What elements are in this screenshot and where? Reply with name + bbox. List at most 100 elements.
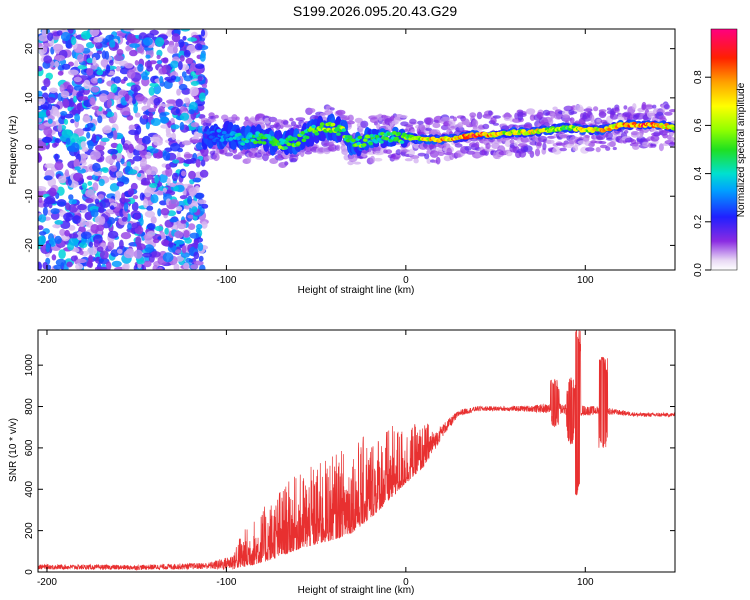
spectrogram-xtick-label: -200 — [37, 275, 57, 286]
noise-blob — [84, 211, 93, 221]
ridge-core — [215, 138, 221, 143]
ridge-halo — [505, 150, 513, 157]
noise-blob — [72, 215, 81, 224]
noise-blob — [193, 251, 200, 260]
noise-blob — [90, 155, 97, 160]
noise-blob — [191, 206, 198, 213]
ridge-halo — [282, 120, 289, 126]
noise-blob — [182, 35, 187, 41]
ridge-halo — [553, 112, 564, 120]
noise-blob — [135, 236, 142, 246]
noise-blob — [193, 260, 204, 266]
noise-blob — [125, 165, 131, 173]
noise-blob — [110, 142, 119, 149]
spectrogram-xtick-label: 100 — [577, 275, 594, 286]
noise-blob — [161, 239, 170, 246]
noise-blob — [189, 101, 198, 111]
noise-blob — [106, 208, 114, 214]
ridge-halo — [583, 108, 593, 112]
noise-blob — [199, 169, 209, 178]
ridge-halo — [534, 148, 541, 157]
noise-blob — [126, 69, 136, 79]
ridge-halo — [335, 144, 341, 151]
noise-blob — [52, 224, 61, 229]
noise-blob — [158, 173, 168, 183]
noise-blob — [38, 117, 42, 123]
noise-blob — [94, 198, 100, 205]
noise-blob — [59, 84, 65, 93]
colorbar-ticks: 0.0 0.2 0.4 0.6 0.8 — [693, 70, 711, 277]
ridge-halo — [417, 152, 426, 157]
noise-blob — [63, 212, 74, 222]
noise-blob — [82, 127, 92, 132]
noise-blob — [178, 83, 188, 91]
noise-blob — [140, 181, 152, 186]
noise-blob — [93, 239, 100, 248]
ridge-halo — [275, 122, 281, 131]
noise-blob — [142, 37, 153, 46]
noise-blob — [179, 55, 185, 62]
noise-blob — [133, 213, 141, 220]
noise-blob — [154, 37, 165, 47]
ridge-core — [357, 135, 363, 140]
noise-blob — [54, 153, 59, 162]
noise-blob — [111, 260, 122, 268]
ridge-halo — [559, 147, 567, 152]
noise-blob — [181, 71, 187, 78]
noise-blob — [101, 126, 112, 134]
noise-blob — [132, 155, 142, 162]
noise-blob — [63, 118, 69, 125]
ridge-halo — [453, 116, 457, 122]
noise-blob — [54, 235, 62, 244]
ridge-halo — [595, 147, 601, 153]
noise-blob — [78, 136, 87, 143]
noise-blob — [157, 190, 164, 196]
noise-blob — [169, 218, 178, 223]
noise-blob — [106, 111, 115, 118]
noise-blob — [173, 263, 180, 270]
ridge-halo — [249, 116, 256, 123]
spectrogram-marks — [38, 29, 675, 270]
noise-blob — [109, 39, 116, 48]
noise-blob — [149, 183, 158, 188]
snr-xtick-label: -200 — [37, 577, 57, 588]
ridge-halo — [514, 141, 518, 147]
noise-blob — [171, 172, 179, 182]
ridge-halo — [623, 130, 629, 134]
noise-blob — [120, 232, 132, 240]
noise-blob — [101, 50, 107, 59]
noise-blob — [87, 140, 94, 150]
noise-blob — [167, 120, 172, 128]
ridge-core — [521, 129, 526, 133]
noise-blob — [47, 97, 56, 104]
noise-blob — [159, 116, 169, 124]
noise-blob — [190, 139, 201, 144]
noise-blob — [89, 29, 100, 37]
noise-blob — [153, 139, 163, 146]
colorbar-tick-label: 0.6 — [693, 118, 704, 132]
spectrogram-xtick-label: 0 — [403, 275, 409, 286]
noise-blob — [139, 192, 145, 201]
noise-blob — [56, 30, 63, 36]
ridge-core — [216, 129, 222, 133]
noise-blob — [38, 261, 42, 270]
noise-blob — [107, 131, 114, 139]
ridge-halo — [424, 153, 430, 160]
noise-blob — [178, 60, 183, 71]
noise-blob — [152, 264, 158, 270]
noise-blob — [172, 159, 180, 164]
noise-blob — [86, 42, 95, 49]
ridge-halo — [408, 148, 415, 157]
ridge-halo — [266, 123, 271, 129]
ridge-halo — [523, 145, 533, 153]
ridge-halo — [235, 116, 240, 121]
ridge-halo — [564, 143, 575, 148]
ridge-halo — [360, 120, 369, 128]
noise-blob — [142, 252, 153, 258]
noise-blob — [134, 112, 141, 118]
ridge-halo — [398, 114, 408, 119]
noise-blob — [199, 53, 206, 62]
noise-blob — [97, 78, 102, 84]
ridge-halo — [598, 111, 607, 119]
